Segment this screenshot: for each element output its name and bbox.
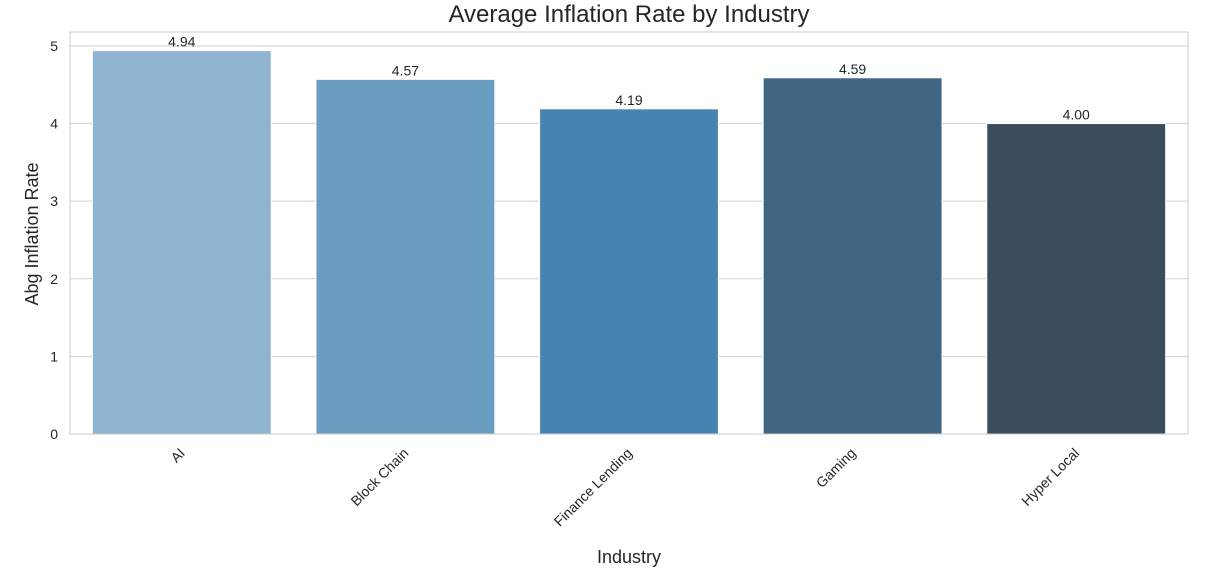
data-label: 4.57 <box>392 62 419 78</box>
x-tick-label: AI <box>167 445 188 466</box>
data-label: 4.59 <box>839 61 866 77</box>
x-tick-label: Hyper Local <box>1018 445 1082 509</box>
x-tick-label: Block Chain <box>347 445 411 509</box>
data-labels: 4.94 4.57 4.19 4.59 4.00 <box>168 34 1090 123</box>
y-axis-label: Abg Inflation Rate <box>22 162 42 305</box>
plot-frame <box>69 31 1189 435</box>
y-tick-label: 2 <box>50 271 58 287</box>
y-tick-label: 3 <box>50 193 58 209</box>
x-tick-label: Finance Lending <box>551 445 636 530</box>
bar-block-chain <box>315 78 496 435</box>
data-label: 4.19 <box>615 92 642 108</box>
y-tick-label: 4 <box>50 116 58 132</box>
y-tick-label: 1 <box>50 348 58 364</box>
bar-gaming <box>762 77 943 435</box>
bar-hyper-local <box>986 123 1167 435</box>
y-tick-label: 0 <box>50 426 58 442</box>
chart-title: Average Inflation Rate by Industry <box>448 1 809 28</box>
data-label: 4.94 <box>168 34 195 50</box>
x-axis-label: Industry <box>597 547 661 567</box>
bar-ai <box>91 50 272 435</box>
y-tick-label: 5 <box>50 38 58 54</box>
x-tick-labels: AI Block Chain Finance Lending Gaming Hyper … <box>167 445 1082 530</box>
x-tick-label: Gaming <box>813 445 859 491</box>
bar-finance-lending <box>539 108 719 435</box>
y-tick-labels: 0 1 2 3 4 5 <box>50 38 58 442</box>
data-label: 4.00 <box>1063 107 1090 123</box>
bars <box>91 50 1167 435</box>
